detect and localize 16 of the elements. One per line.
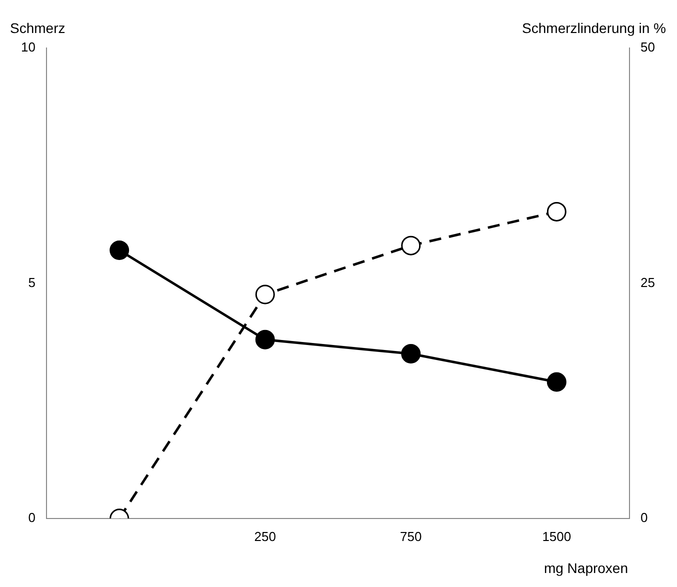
point [110, 240, 130, 260]
y-tick-label: 5 [28, 274, 36, 290]
point [546, 372, 566, 392]
x-tick-label: 1500 [542, 528, 572, 544]
point [401, 344, 421, 364]
y2-tick-label: 25 [640, 274, 656, 290]
y-tick-label: 0 [28, 510, 36, 525]
y2-tick-label: 50 [640, 40, 656, 55]
y2-tick-label: 0 [640, 510, 648, 525]
y-tick-label: 10 [20, 40, 36, 55]
y2-axis-title: Schmerzlinderung in % [522, 20, 666, 36]
x-tick-label: 750 [400, 528, 422, 544]
y-axis-title: Schmerz [10, 20, 66, 36]
x-axis-title: mg Naproxen [544, 560, 628, 576]
x-tick-label: 250 [254, 528, 276, 544]
point [255, 330, 275, 350]
